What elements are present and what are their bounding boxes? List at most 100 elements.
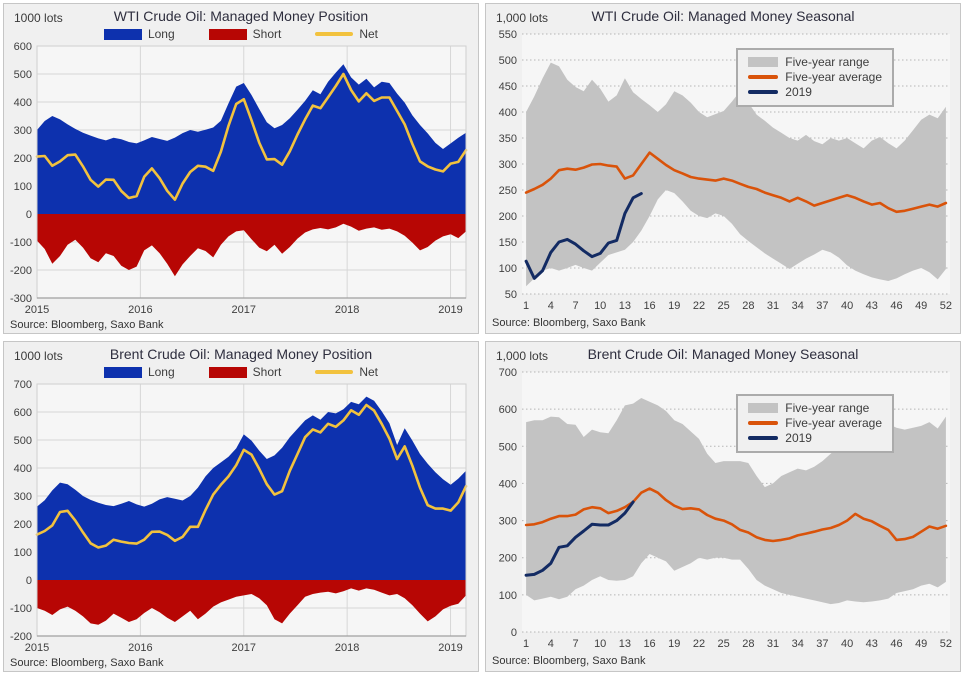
panel-brent-position: 1000 lots Brent Crude Oil: Managed Money… bbox=[3, 341, 479, 672]
chart-title: WTI Crude Oil: Managed Money Position bbox=[113, 8, 369, 24]
chart-title: WTI Crude Oil: Managed Money Seasonal bbox=[591, 8, 855, 24]
legend-label: Net bbox=[359, 365, 379, 379]
range-color-swatch-icon bbox=[748, 57, 779, 67]
short-color-swatch-icon bbox=[208, 28, 247, 40]
svg-text:300: 300 bbox=[499, 159, 517, 171]
svg-text:-200: -200 bbox=[10, 265, 32, 277]
svg-text:28: 28 bbox=[742, 300, 754, 312]
svg-text:700: 700 bbox=[14, 380, 32, 391]
svg-text:10: 10 bbox=[594, 638, 606, 650]
units-label: 1,000 lots bbox=[496, 11, 549, 25]
panel-brent-seasonal: 1,000 lots Brent Crude Oil: Managed Mone… bbox=[485, 341, 961, 672]
svg-text:16: 16 bbox=[643, 638, 655, 650]
svg-text:43: 43 bbox=[866, 638, 878, 650]
svg-text:22: 22 bbox=[693, 300, 705, 312]
svg-text:31: 31 bbox=[767, 638, 779, 650]
legend: Five-year range Five-year average 2019 bbox=[736, 48, 894, 107]
svg-text:400: 400 bbox=[14, 97, 32, 109]
svg-text:2018: 2018 bbox=[335, 304, 359, 316]
legend-item-range: Five-year range bbox=[748, 55, 882, 69]
legend-label: Net bbox=[359, 27, 379, 41]
source-label: Source: Bloomberg, Saxo Bank bbox=[10, 319, 164, 331]
svg-text:100: 100 bbox=[499, 590, 517, 602]
svg-text:50: 50 bbox=[505, 289, 517, 301]
svg-text:1: 1 bbox=[523, 300, 529, 312]
svg-text:2019: 2019 bbox=[438, 304, 462, 316]
panel-wti-position: 1000 lots WTI Crude Oil: Managed Money P… bbox=[3, 3, 479, 334]
svg-text:0: 0 bbox=[26, 575, 32, 587]
legend-item-average: Five-year average bbox=[748, 70, 882, 84]
units-label: 1000 lots bbox=[14, 11, 63, 25]
svg-text:19: 19 bbox=[668, 638, 680, 650]
svg-text:2015: 2015 bbox=[25, 642, 49, 654]
legend-label: Short bbox=[252, 365, 282, 379]
svg-text:500: 500 bbox=[499, 55, 517, 67]
svg-text:25: 25 bbox=[718, 638, 730, 650]
legend-label: Five-year range bbox=[785, 401, 870, 415]
svg-text:400: 400 bbox=[499, 478, 517, 490]
legend: Five-year range Five-year average 2019 bbox=[736, 394, 894, 453]
svg-text:450: 450 bbox=[499, 81, 517, 93]
legend-item-range: Five-year range bbox=[748, 401, 882, 415]
svg-text:34: 34 bbox=[792, 638, 804, 650]
svg-text:37: 37 bbox=[816, 300, 828, 312]
svg-text:150: 150 bbox=[499, 237, 517, 249]
svg-text:49: 49 bbox=[915, 638, 927, 650]
svg-text:-200: -200 bbox=[10, 631, 32, 643]
svg-text:600: 600 bbox=[499, 404, 517, 416]
legend-label: 2019 bbox=[785, 431, 812, 445]
legend-item-long: Long bbox=[103, 365, 175, 379]
svg-text:200: 200 bbox=[14, 519, 32, 531]
long-color-swatch-icon bbox=[103, 28, 142, 40]
svg-text:300: 300 bbox=[14, 125, 32, 137]
svg-text:22: 22 bbox=[693, 638, 705, 650]
legend-item-average: Five-year average bbox=[748, 416, 882, 430]
legend-item-2019: 2019 bbox=[748, 85, 882, 99]
svg-text:300: 300 bbox=[499, 516, 517, 528]
svg-text:600: 600 bbox=[14, 407, 32, 419]
legend-item-short: Short bbox=[208, 27, 281, 41]
legend-item-net: Net bbox=[315, 365, 378, 379]
legend-item-long: Long bbox=[103, 27, 175, 41]
svg-text:100: 100 bbox=[14, 181, 32, 193]
legend-item-2019: 2019 bbox=[748, 431, 882, 445]
legend-label: Five-year average bbox=[785, 70, 882, 84]
svg-text:46: 46 bbox=[890, 638, 902, 650]
legend-label: Long bbox=[147, 27, 175, 41]
legend-item-net: Net bbox=[315, 27, 378, 41]
svg-text:4: 4 bbox=[548, 300, 554, 312]
net-line-swatch-icon bbox=[315, 370, 354, 374]
wti-position-chart-canvas: -300 -200 -100 0 100 200 300 400 500 600 2015 2016 2… bbox=[10, 42, 468, 316]
svg-text:46: 46 bbox=[890, 300, 902, 312]
svg-text:200: 200 bbox=[499, 553, 517, 565]
svg-text:300: 300 bbox=[14, 491, 32, 503]
units-label: 1,000 lots bbox=[496, 349, 549, 363]
svg-text:100: 100 bbox=[14, 547, 32, 559]
svg-text:40: 40 bbox=[841, 300, 853, 312]
svg-text:31: 31 bbox=[767, 300, 779, 312]
svg-text:-100: -100 bbox=[10, 603, 32, 615]
svg-text:2019: 2019 bbox=[438, 642, 462, 654]
svg-text:25: 25 bbox=[718, 300, 730, 312]
svg-text:100: 100 bbox=[499, 263, 517, 275]
svg-text:-300: -300 bbox=[10, 293, 32, 305]
legend-label: Long bbox=[147, 365, 175, 379]
legend: Long Short Net bbox=[4, 364, 478, 380]
svg-text:13: 13 bbox=[619, 300, 631, 312]
long-color-swatch-icon bbox=[103, 366, 142, 378]
svg-text:2016: 2016 bbox=[128, 642, 152, 654]
svg-text:37: 37 bbox=[816, 638, 828, 650]
svg-text:7: 7 bbox=[572, 638, 578, 650]
svg-text:34: 34 bbox=[792, 300, 804, 312]
svg-text:250: 250 bbox=[499, 185, 517, 197]
svg-text:52: 52 bbox=[940, 638, 952, 650]
range-color-swatch-icon bbox=[748, 403, 779, 413]
svg-text:400: 400 bbox=[499, 107, 517, 119]
y2019-line-swatch-icon bbox=[748, 90, 779, 94]
legend-label: 2019 bbox=[785, 85, 812, 99]
svg-text:500: 500 bbox=[14, 435, 32, 447]
svg-text:550: 550 bbox=[499, 29, 517, 41]
svg-text:28: 28 bbox=[742, 638, 754, 650]
chart-title: Brent Crude Oil: Managed Money Seasonal bbox=[587, 346, 859, 362]
